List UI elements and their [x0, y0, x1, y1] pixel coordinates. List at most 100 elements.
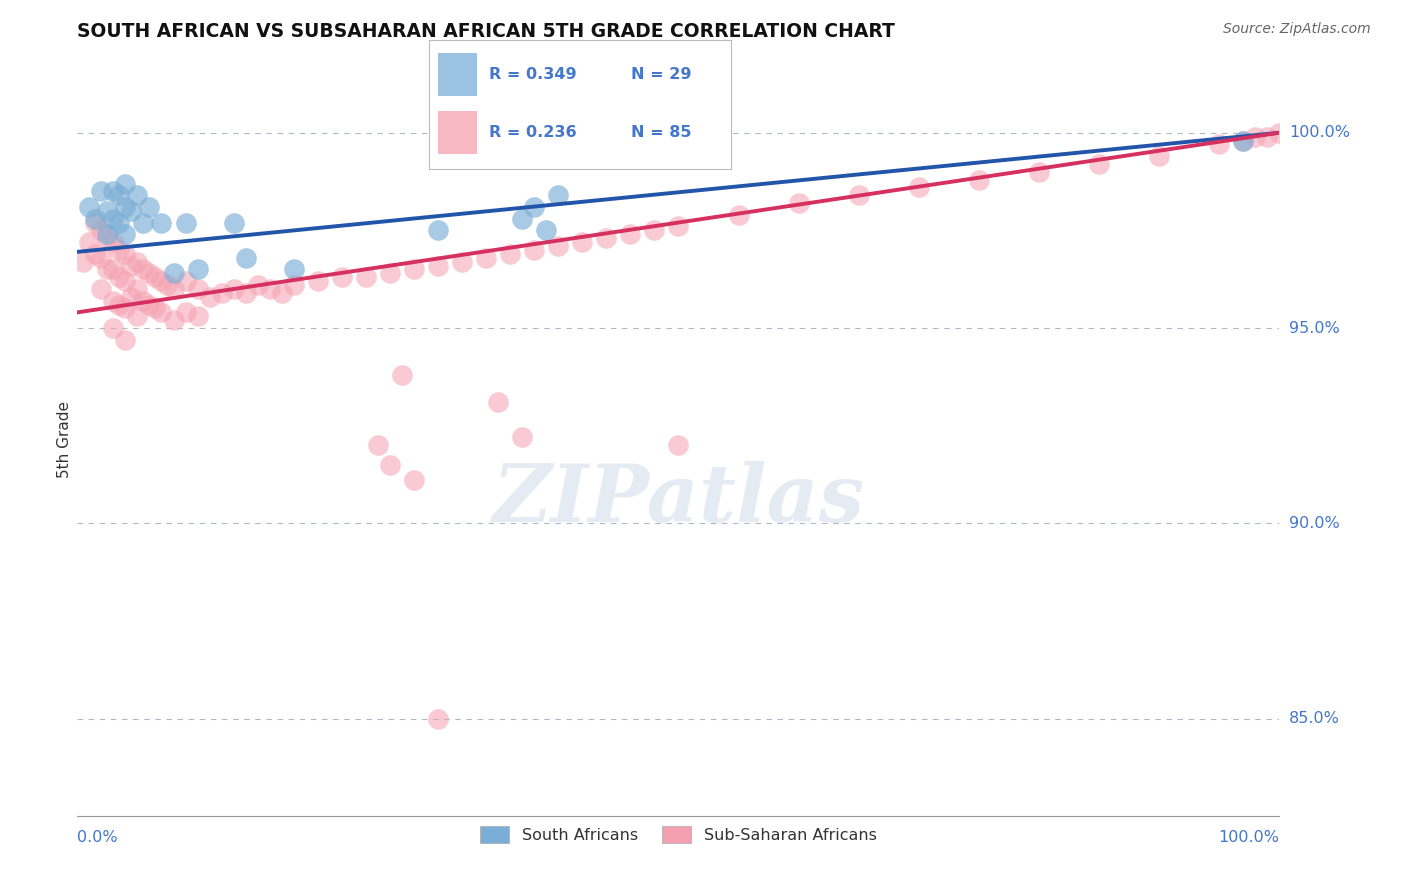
Point [259, 282, 281, 296]
Point [138, 297, 160, 311]
Point [162, 313, 184, 327]
Point [787, 196, 810, 211]
Point [186, 262, 209, 277]
Point [127, 310, 149, 324]
Text: 95.0%: 95.0% [1289, 320, 1340, 335]
Point [510, 211, 533, 226]
Point [547, 188, 569, 202]
Point [643, 223, 665, 237]
Point [84, 247, 107, 261]
Point [402, 473, 425, 487]
Text: 90.0%: 90.0% [1289, 516, 1340, 531]
Point [1232, 134, 1254, 148]
Point [150, 216, 173, 230]
Text: 0.0%: 0.0% [77, 830, 118, 845]
Point [1028, 165, 1050, 179]
Point [222, 216, 245, 230]
Point [534, 223, 557, 237]
Point [108, 216, 131, 230]
Point [127, 254, 149, 268]
Point [378, 458, 401, 472]
Point [354, 270, 377, 285]
Point [103, 293, 125, 308]
Point [114, 177, 136, 191]
Point [114, 227, 136, 242]
Point [595, 231, 617, 245]
Point [571, 235, 593, 249]
Point [174, 274, 197, 288]
Point [96, 203, 118, 218]
Point [108, 243, 131, 257]
Point [108, 297, 131, 311]
Point [162, 282, 184, 296]
Text: SOUTH AFRICAN VS SUBSAHARAN AFRICAN 5TH GRADE CORRELATION CHART: SOUTH AFRICAN VS SUBSAHARAN AFRICAN 5TH … [77, 22, 896, 41]
Point [84, 216, 107, 230]
Point [132, 262, 155, 277]
Bar [437, 54, 477, 95]
Point [84, 211, 107, 226]
Point [1149, 149, 1171, 163]
Point [486, 395, 509, 409]
Point [270, 285, 292, 300]
Point [127, 188, 149, 202]
Point [150, 305, 173, 319]
Point [499, 247, 522, 261]
Point [174, 216, 197, 230]
Point [186, 310, 209, 324]
Point [96, 231, 118, 245]
Point [150, 274, 173, 288]
Point [120, 203, 142, 218]
Point [138, 200, 160, 214]
Point [108, 270, 131, 285]
Point [108, 188, 131, 202]
Point [547, 239, 569, 253]
Point [114, 247, 136, 261]
Point [848, 188, 870, 202]
Point [391, 368, 413, 382]
Point [727, 208, 749, 222]
Point [378, 266, 401, 280]
Point [967, 172, 990, 186]
Point [79, 235, 101, 249]
Point [138, 266, 160, 280]
Point [619, 227, 641, 242]
Point [114, 333, 136, 347]
Point [90, 282, 112, 296]
Point [211, 285, 233, 300]
Point [114, 274, 136, 288]
Point [668, 438, 690, 452]
Point [145, 270, 167, 285]
Point [427, 712, 450, 726]
Point [427, 259, 450, 273]
Y-axis label: 5th Grade: 5th Grade [56, 401, 72, 478]
Point [246, 278, 269, 293]
Text: N = 29: N = 29 [631, 67, 692, 82]
Point [114, 200, 136, 214]
Legend: South Africans, Sub-Saharan Africans: South Africans, Sub-Saharan Africans [474, 820, 883, 850]
Point [114, 301, 136, 316]
Point [1268, 126, 1291, 140]
Point [1244, 129, 1267, 144]
Point [90, 251, 112, 265]
Point [668, 219, 690, 234]
Text: 100.0%: 100.0% [1289, 125, 1350, 140]
Point [283, 278, 305, 293]
Point [72, 254, 94, 268]
Point [235, 285, 257, 300]
Text: 85.0%: 85.0% [1289, 711, 1340, 726]
Point [90, 223, 112, 237]
Point [510, 430, 533, 444]
Point [1088, 157, 1111, 171]
Point [186, 282, 209, 296]
Point [103, 262, 125, 277]
Point [523, 243, 546, 257]
Point [367, 438, 389, 452]
Point [103, 211, 125, 226]
Point [79, 200, 101, 214]
Point [120, 290, 142, 304]
Point [451, 254, 474, 268]
Point [1232, 134, 1254, 148]
Point [427, 223, 450, 237]
Point [162, 266, 184, 280]
Point [198, 290, 221, 304]
